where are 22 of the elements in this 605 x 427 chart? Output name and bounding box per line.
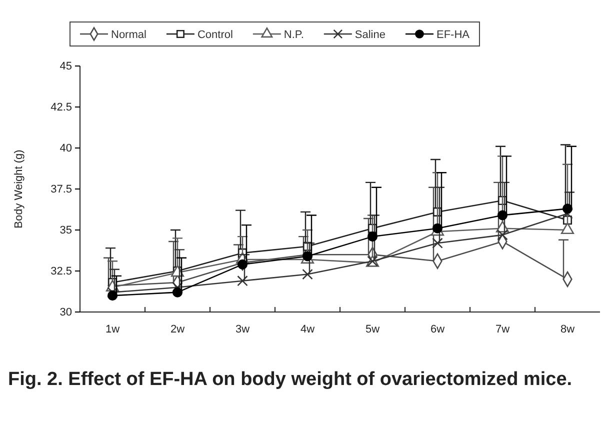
- legend-label: Normal: [111, 29, 146, 41]
- y-axis-title: Body Weight (g): [13, 150, 25, 228]
- x-tick-label: 7w: [495, 324, 510, 336]
- x-tick-label: 3w: [235, 324, 250, 336]
- y-tick-label: 32.5: [50, 266, 72, 278]
- x-tick-label: 2w: [170, 324, 185, 336]
- caption: Fig. 2. Effect of EF-HA on body weight of ovariectomized mice.: [8, 369, 572, 390]
- y-tick-label: 35: [60, 224, 72, 237]
- x-tick-label: 6w: [430, 324, 445, 336]
- legend-label: Control: [197, 29, 233, 41]
- legend-label: EF-HA: [436, 29, 470, 41]
- legend-label: Saline: [354, 29, 386, 41]
- y-tick-label: 42.5: [50, 102, 72, 114]
- y-tick-label: 40: [60, 142, 72, 155]
- legend-label: N.P.: [284, 29, 304, 41]
- x-tick-label: 8w: [560, 324, 575, 336]
- x-tick-label: 4w: [300, 324, 315, 336]
- y-tick-label: 45: [60, 60, 72, 73]
- y-tick-label: 37.5: [50, 184, 72, 196]
- x-tick-label: 5w: [365, 324, 380, 336]
- x-tick-label: 1w: [105, 324, 120, 336]
- y-tick-label: 30: [60, 306, 72, 319]
